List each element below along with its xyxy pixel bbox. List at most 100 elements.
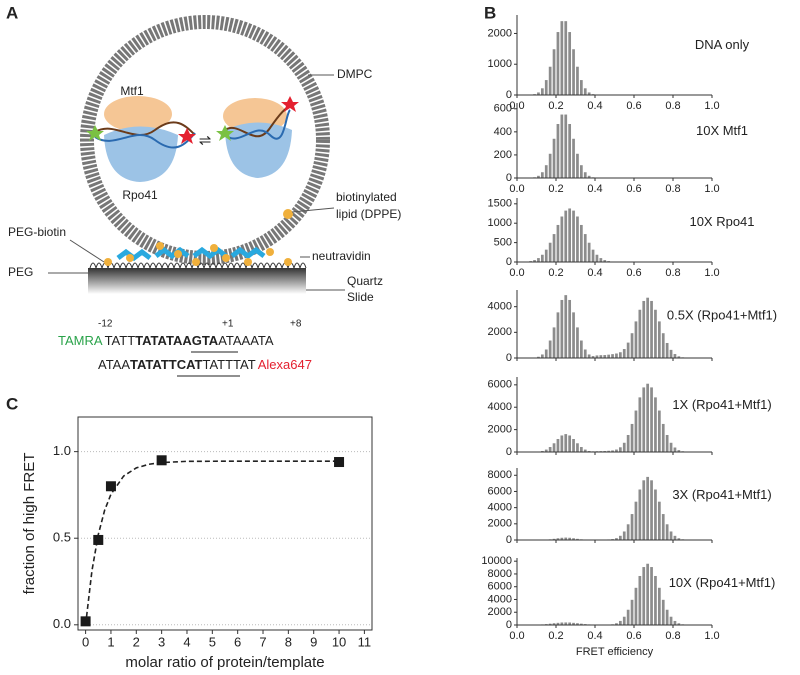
bar [579,80,583,95]
annotation: 10X (Rpo41+Mtf1) [669,575,776,590]
bar [572,439,575,452]
bar [556,124,560,178]
bar [630,514,634,540]
bar [626,524,630,540]
bar [576,153,579,178]
x-tick-label: 9 [310,634,317,649]
x-tick-label: 0.6 [626,267,641,279]
donor [86,125,104,141]
y-tick-label: 400 [494,126,512,138]
bar [552,623,556,625]
bar [568,435,572,452]
bar [544,249,548,262]
y-tick-label: 0 [506,446,512,458]
bar [540,254,544,262]
bar [673,620,677,625]
bar [638,489,642,540]
x-tick-label: 0.6 [626,630,641,642]
bar [665,434,669,452]
bar [568,124,572,178]
annotation: 10X Mtf1 [696,123,748,138]
bar [665,342,669,358]
bar [615,538,618,540]
x-tick-label: 0 [82,634,89,649]
y-axis-label: fraction of high FRET [21,453,38,595]
bar [576,216,579,262]
bar [572,138,575,178]
leader [69,239,105,263]
bar [661,599,665,625]
bar [579,224,583,262]
bar [657,587,661,625]
bar [564,622,568,625]
bar [622,616,626,625]
acceptor [178,128,196,144]
bar [591,249,595,262]
bar [552,538,556,540]
bar [552,443,556,452]
seq: ATAAATA [218,333,274,348]
dye: Alexa647 [258,357,312,372]
bar [630,333,634,358]
bar [677,538,681,540]
bar [622,531,626,540]
x-tick-label: 0.4 [587,183,602,195]
y-tick-label: 0 [506,534,512,546]
bar [583,349,587,358]
bar [537,175,540,178]
y-tick-label: 0.0 [53,616,71,631]
bar [599,355,603,358]
bar [603,450,607,452]
x-tick-label: 1.0 [704,100,719,112]
x-tick-label: 8 [285,634,292,649]
x-tick-label: 1.0 [704,183,719,195]
x-tick-label: 0.2 [548,100,563,112]
bar [544,349,548,358]
bar [579,623,583,625]
bar [634,321,638,358]
dna [94,121,196,136]
bar [548,623,552,625]
seq: TAAGTA [166,333,219,348]
bar [560,114,564,178]
bar [544,80,548,95]
point [334,457,345,468]
bar [650,480,653,540]
strand: ATAATATATTCATTATTTAT Alexa647 [98,357,312,372]
x-axis-label: FRET efficiency [576,646,654,658]
bar [642,300,646,358]
bar [572,538,575,540]
position: +1 [222,319,234,330]
bar [654,575,657,625]
seq: TCAT [169,357,203,372]
point [80,616,91,627]
x-tick-label: 1.0 [704,267,719,279]
bar [544,165,548,178]
bar [657,501,661,540]
y-tick-label: 8000 [488,568,512,580]
x-tick-label: 0.8 [665,267,680,279]
bar [568,208,572,262]
leader [291,207,335,213]
bar [626,609,630,625]
bar [537,258,540,262]
point [156,455,167,466]
bar [564,21,568,95]
bar [572,49,575,95]
bar [583,449,587,452]
bar [560,622,564,625]
bar [540,172,544,178]
bar [654,397,657,452]
bar [642,387,646,452]
bar [579,447,583,452]
y-tick-label: 4000 [488,502,512,514]
bar [544,449,548,452]
y-tick-label: 200 [494,149,512,161]
bar [560,537,564,540]
panel-label: A [6,3,18,22]
point [93,534,104,545]
y-tick-label: 10000 [481,555,512,567]
bar [556,224,560,262]
biotin-lipid [283,209,293,219]
